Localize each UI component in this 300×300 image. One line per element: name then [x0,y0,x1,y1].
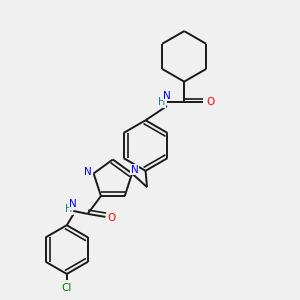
Text: H: H [65,204,72,214]
Text: O: O [206,98,214,107]
Text: N: N [130,165,138,175]
Text: N: N [163,91,171,101]
Text: O: O [108,213,116,224]
Text: H: H [158,98,166,107]
Text: N: N [84,167,92,177]
Text: Cl: Cl [61,283,71,293]
Text: N: N [70,200,77,209]
